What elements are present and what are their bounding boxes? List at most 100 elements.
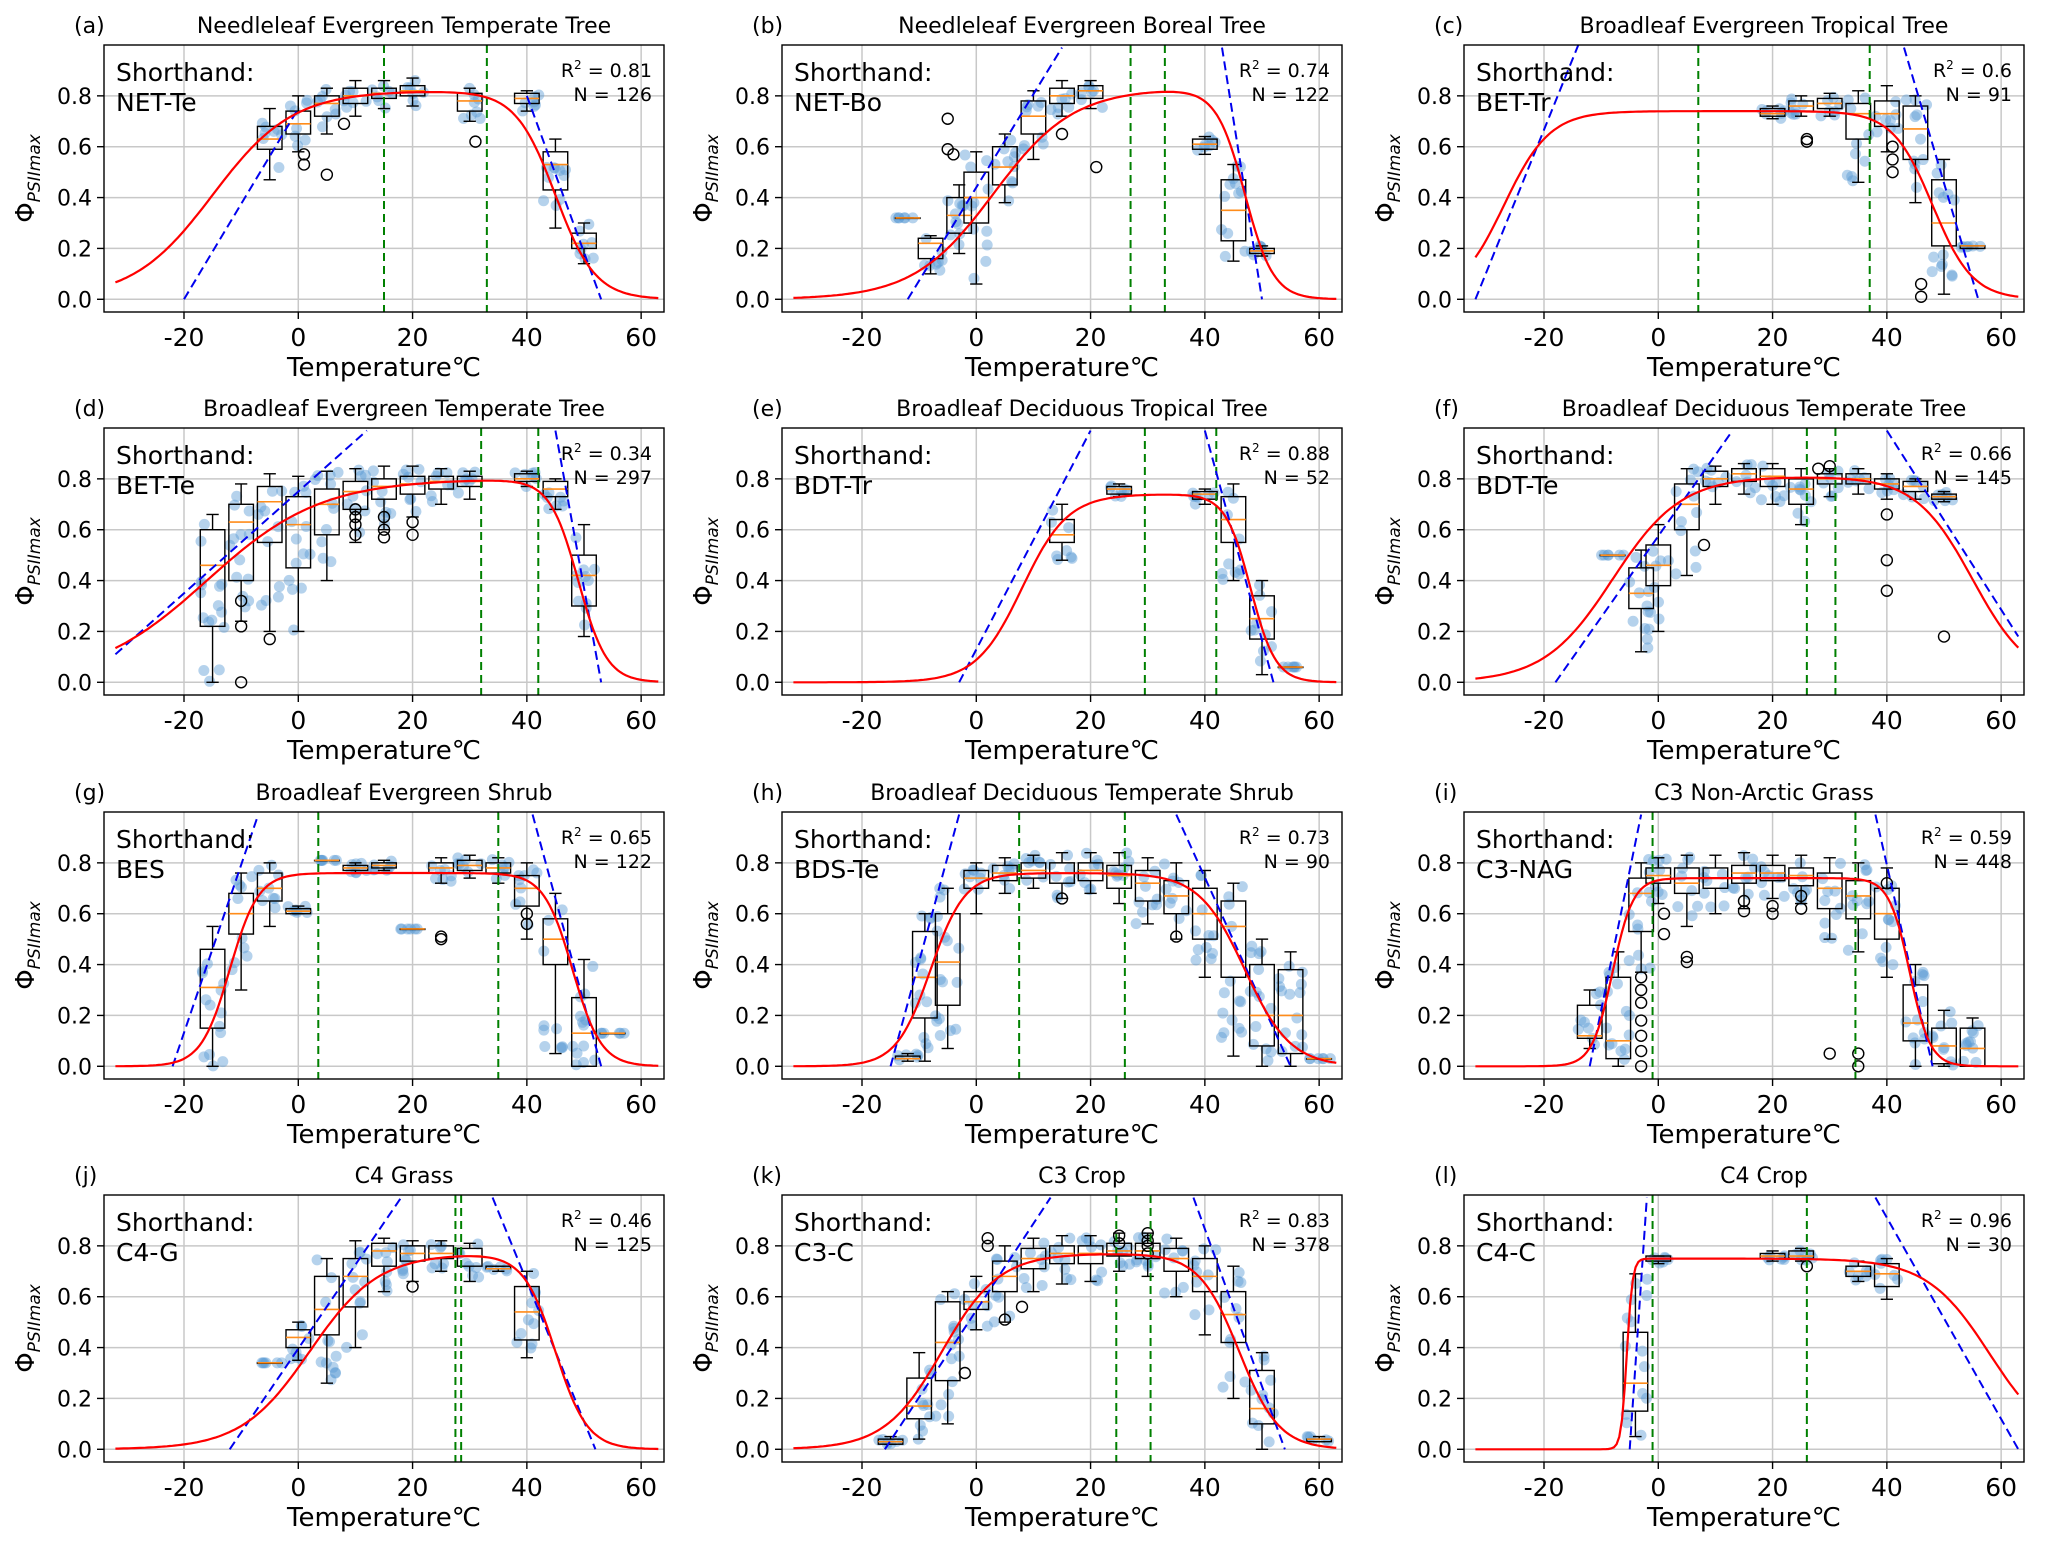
data-point: [1778, 490, 1790, 502]
box-45: [1902, 478, 1929, 500]
data-point: [1247, 1038, 1259, 1050]
shorthand-label: Shorthand:: [116, 58, 254, 87]
y-axis-label-symbol: Φ: [11, 202, 41, 222]
panel-title: C4 Crop: [1720, 1164, 1808, 1189]
y-tick-label: 0.8: [1417, 468, 1452, 493]
data-point: [943, 1410, 955, 1422]
data-point: [1227, 492, 1239, 504]
y-axis-label-symbol: Φ: [11, 969, 41, 989]
box-30: [456, 87, 483, 122]
x-tick-label: 20: [1757, 1090, 1789, 1119]
data-point: [355, 470, 367, 482]
box-15: [1731, 462, 1757, 495]
panel-letter: (i): [1434, 781, 1457, 806]
panel-title: C3 Crop: [1038, 1164, 1126, 1189]
data-point: [1720, 471, 1732, 483]
data-point: [587, 252, 599, 264]
data-point: [325, 556, 337, 568]
data-point: [1248, 249, 1260, 261]
data-point: [968, 1278, 980, 1290]
axes-frame: [103, 1194, 665, 1463]
data-point: [452, 487, 464, 499]
y-tick-label: 0.6: [57, 136, 92, 161]
outlier-point: [377, 531, 391, 544]
data-point: [943, 1388, 955, 1400]
y-tick-label: 0.0: [1417, 1438, 1452, 1463]
x-tick-label: -20: [1524, 1090, 1565, 1119]
box-iqr: [917, 237, 944, 260]
data-point: [1150, 899, 1162, 911]
box--12: [894, 1052, 921, 1062]
data-point: [330, 1350, 342, 1362]
y-tick-label: 0.0: [735, 1055, 770, 1080]
panel-letter: (j): [74, 1164, 97, 1189]
data-point: [1684, 474, 1696, 486]
data-point: [470, 1262, 482, 1274]
shorthand-value: BET-Te: [116, 471, 195, 500]
outlier-point: [1794, 902, 1808, 915]
panel-letter: (c): [1434, 14, 1463, 39]
panel-title: Broadleaf Deciduous Temperate Tree: [1562, 397, 1967, 422]
x-tick-label: 40: [511, 1473, 543, 1502]
data-point: [522, 1314, 534, 1326]
data-point: [1888, 1269, 1900, 1281]
data-point: [515, 1328, 527, 1340]
outlier-point: [1880, 508, 1894, 521]
box-iqr: [1845, 102, 1872, 140]
outlier-point: [1852, 1060, 1865, 1073]
data-point: [260, 594, 272, 606]
fit-curve: [793, 90, 1337, 300]
outlier-point: [1657, 907, 1671, 920]
data-point: [1946, 1017, 1958, 1029]
box--5: [256, 862, 283, 928]
box-25: [1788, 854, 1815, 905]
r-squared-value: = 0.96: [1942, 1210, 2012, 1232]
data-point: [956, 200, 968, 212]
y-tick-label: 0.2: [1417, 1004, 1452, 1029]
box-iqr: [542, 151, 569, 191]
outlier-point: [234, 594, 248, 608]
data-point: [1933, 187, 1945, 199]
data-point: [1688, 463, 1700, 475]
data-point: [353, 1247, 365, 1259]
data-point: [1235, 996, 1247, 1008]
data-point: [213, 1020, 225, 1032]
data-point: [1250, 1021, 1262, 1033]
outlier-point: [349, 503, 362, 516]
outlier-point: [981, 1232, 994, 1245]
data-point: [239, 601, 251, 613]
r-squared-value: = 0.66: [1942, 443, 2012, 465]
data-point: [204, 675, 216, 687]
data-point: [944, 229, 956, 241]
tangent-line: [171, 814, 260, 1067]
y-tick-label: 0.2: [735, 1004, 770, 1029]
data-point: [1861, 864, 1873, 876]
box-40: [1191, 135, 1218, 156]
data-point: [1705, 464, 1717, 476]
x-tick-label: 60: [625, 1473, 657, 1502]
data-point: [1045, 104, 1057, 116]
data-point: [1875, 952, 1887, 964]
panel-letter: (h): [752, 781, 783, 806]
data-point: [216, 578, 228, 590]
y-axis-label-subscript: PSIImax: [703, 1283, 723, 1352]
x-axis-label: Temperature℃: [286, 736, 481, 766]
box--15: [877, 1435, 904, 1445]
x-tick-label: 60: [625, 706, 657, 735]
box-iqr: [1049, 518, 1075, 544]
data-point: [359, 469, 371, 481]
data-point: [1063, 101, 1075, 113]
y-axis-label-subscript: PSIImax: [25, 900, 45, 969]
y-tick-label: 0.4: [57, 1337, 92, 1362]
outlier-point: [297, 158, 311, 171]
data-point: [588, 563, 600, 575]
data-point: [1026, 855, 1038, 867]
r-squared-exponent: 2: [1252, 58, 1260, 72]
box-iqr: [1249, 963, 1275, 1047]
tangent-line: [1588, 814, 1643, 1067]
data-point: [526, 1297, 538, 1309]
x-tick-label: 60: [1303, 1090, 1335, 1119]
data-point: [1675, 516, 1687, 528]
data-point: [1935, 1020, 1947, 1032]
x-tick-label: 0: [1650, 706, 1666, 735]
